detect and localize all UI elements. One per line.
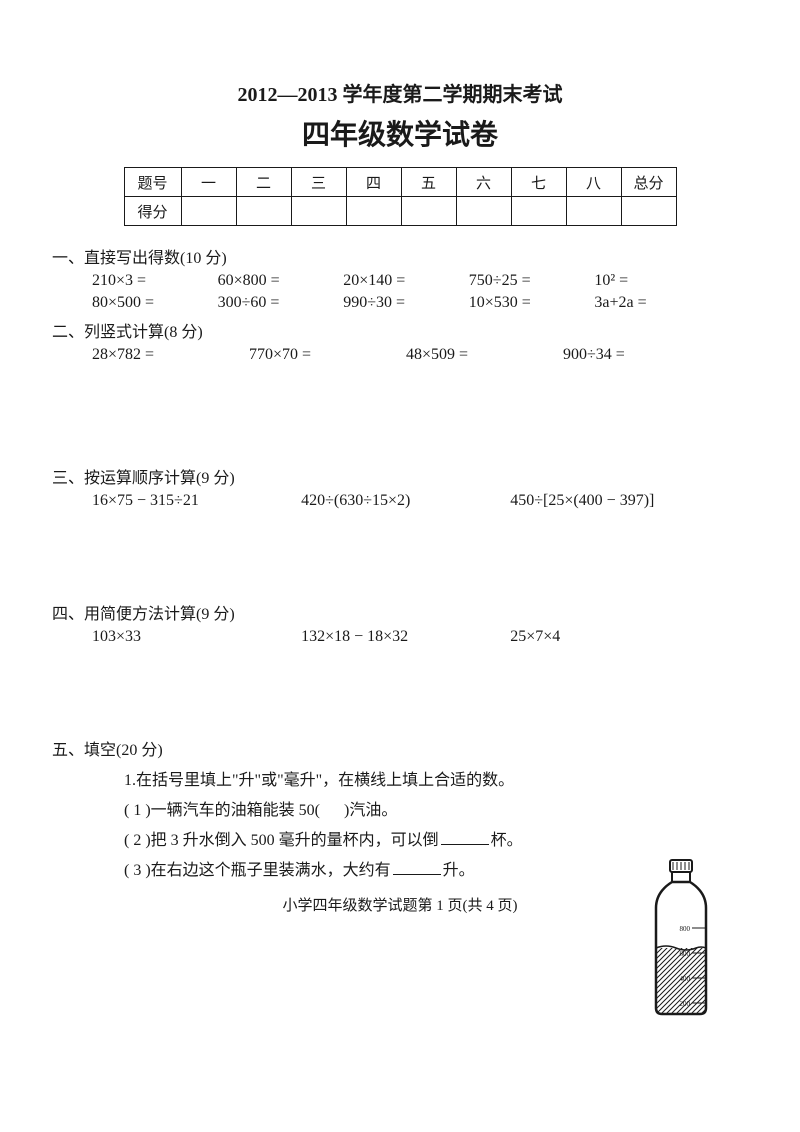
bottle-tick-label: 400 (680, 975, 691, 983)
fill-question-1a: ( 1 )一辆汽车的油箱能装 50( )汽油。 (124, 796, 720, 820)
work-space (80, 650, 720, 730)
math-problem: 300÷60 = (218, 294, 344, 312)
row-label: 得分 (124, 197, 181, 226)
math-problem: 28×782 = (92, 346, 249, 364)
math-problem: 60×800 = (218, 272, 344, 290)
section-heading-1: 一、直接写出得数(10 分) (52, 244, 720, 268)
col-header: 七 (511, 168, 566, 197)
fill-question-1b: ( 2 )把 3 升水倒入 500 毫升的量杯内，可以倒 杯。 (124, 826, 720, 850)
math-problem: 80×500 = (92, 294, 218, 312)
fill-text: ( 2 )把 3 升水倒入 500 毫升的量杯内，可以倒 (124, 832, 439, 849)
bottle-tick-label: 800 (680, 925, 691, 933)
exam-subtitle: 2012—2013 学年度第二学期期末考试 (80, 78, 720, 107)
problem-row: 28×782 = 770×70 = 48×509 = 900÷34 = (80, 346, 720, 364)
col-header: 四 (346, 168, 401, 197)
section-heading-4: 四、用简便方法计算(9 分) (52, 600, 720, 624)
row-label: 题号 (124, 168, 181, 197)
math-problem: 210×3 = (92, 272, 218, 290)
score-cell (456, 197, 511, 226)
section-heading-5: 五、填空(20 分) (52, 736, 720, 760)
table-row: 题号 一 二 三 四 五 六 七 八 总分 (124, 168, 676, 197)
fill-text: ( 1 )一辆汽车的油箱能装 50( (124, 802, 320, 819)
math-problem: 103×33 (92, 628, 301, 646)
math-problem: 420÷(630÷15×2) (301, 492, 510, 510)
math-problem: 16×75 − 315÷21 (92, 492, 301, 510)
page-footer: 小学四年级数学试题第 1 页(共 4 页) (80, 894, 720, 915)
math-problem: 3a+2a = (594, 294, 720, 312)
blank-underline (441, 828, 489, 845)
exam-page: 2012—2013 学年度第二学期期末考试 四年级数学试卷 题号 一 二 三 四… (0, 0, 800, 1132)
fill-text: 升。 (443, 862, 475, 879)
math-problem: 900÷34 = (563, 346, 720, 364)
score-cell (401, 197, 456, 226)
col-header: 总分 (621, 168, 676, 197)
math-problem: 48×509 = (406, 346, 563, 364)
score-cell (236, 197, 291, 226)
bottle-icon: 800 600 400 200 (642, 858, 720, 1018)
col-header: 三 (291, 168, 346, 197)
fill-question-1: 1.在括号里填上"升"或"毫升"，在横线上填上合适的数。 (124, 766, 720, 790)
blank-underline (393, 858, 441, 875)
score-table: 题号 一 二 三 四 五 六 七 八 总分 得分 (124, 167, 677, 226)
problem-row: 103×33 132×18 − 18×32 25×7×4 (80, 628, 720, 646)
score-cell (511, 197, 566, 226)
math-problem: 10² = (594, 272, 720, 290)
problem-row: 16×75 − 315÷21 420÷(630÷15×2) 450÷[25×(4… (80, 492, 720, 510)
score-cell (181, 197, 236, 226)
math-problem: 25×7×4 (510, 628, 719, 646)
fill-text: )汽油。 (344, 802, 397, 819)
math-problem: 750÷25 = (469, 272, 595, 290)
col-header: 二 (236, 168, 291, 197)
math-problem: 10×530 = (469, 294, 595, 312)
work-space (80, 368, 720, 458)
math-problem: 20×140 = (343, 272, 469, 290)
score-cell (566, 197, 621, 226)
math-problem: 132×18 − 18×32 (301, 628, 510, 646)
problem-row: 80×500 = 300÷60 = 990÷30 = 10×530 = 3a+2… (80, 294, 720, 312)
work-space (80, 514, 720, 594)
math-problem: 990÷30 = (343, 294, 469, 312)
math-problem: 770×70 = (249, 346, 406, 364)
exam-title: 四年级数学试卷 (80, 113, 720, 153)
bottle-tick-label: 600 (680, 950, 691, 958)
bottle-tick-label: 200 (680, 1000, 691, 1008)
section-heading-2: 二、列竖式计算(8 分) (52, 318, 720, 342)
math-problem: 450÷[25×(400 − 397)] (510, 492, 719, 510)
col-header: 五 (401, 168, 456, 197)
table-row: 得分 (124, 197, 676, 226)
fill-text: ( 3 )在右边这个瓶子里装满水，大约有 (124, 862, 391, 879)
fill-question-1c: ( 3 )在右边这个瓶子里装满水，大约有 升。 (124, 856, 720, 880)
score-cell (621, 197, 676, 226)
problem-row: 210×3 = 60×800 = 20×140 = 750÷25 = 10² = (80, 272, 720, 290)
section-heading-3: 三、按运算顺序计算(9 分) (52, 464, 720, 488)
score-cell (291, 197, 346, 226)
fill-text: 杯。 (491, 832, 523, 849)
col-header: 八 (566, 168, 621, 197)
col-header: 六 (456, 168, 511, 197)
score-cell (346, 197, 401, 226)
col-header: 一 (181, 168, 236, 197)
